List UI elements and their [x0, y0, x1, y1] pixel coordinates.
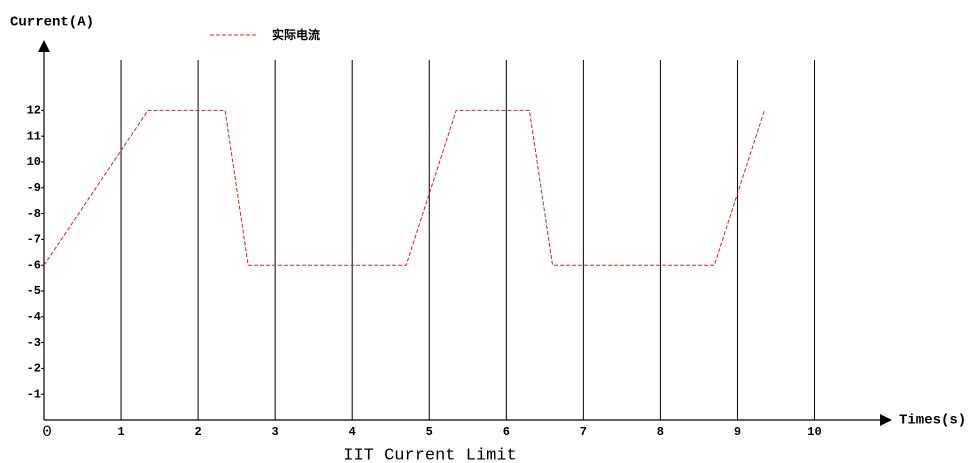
- y-tick-label: -3: [27, 336, 41, 350]
- y-tick-label: -8: [27, 207, 41, 221]
- x-tick-label: 9: [734, 425, 741, 439]
- y-tick-label: 11: [27, 129, 41, 143]
- y-axis-arrow: [38, 40, 50, 52]
- x-tick-label: 3: [272, 425, 279, 439]
- x-axis-arrow: [880, 414, 892, 426]
- x-tick-label: 5: [426, 425, 433, 439]
- y-tick-label: 12: [27, 104, 41, 118]
- legend-label: 实际电流: [272, 27, 320, 43]
- x-tick-label: 10: [807, 425, 821, 439]
- y-tick-label: -1: [27, 387, 41, 401]
- y-axis-label: Current(A): [10, 15, 94, 31]
- y-tick-label: -7: [27, 233, 41, 247]
- chart-title: IIT Current Limit: [343, 446, 516, 463]
- y-tick-label: 10: [27, 155, 41, 169]
- y-tick-label: -2: [27, 362, 41, 376]
- x-tick-label: 1: [117, 425, 124, 439]
- x-tick-label: 2: [194, 425, 201, 439]
- x-tick-label: 8: [657, 425, 664, 439]
- y-tick-label: -4: [27, 310, 41, 324]
- x-tick-label: 0: [42, 423, 52, 441]
- x-tick-label: 7: [580, 425, 587, 439]
- y-tick-label: -5: [27, 284, 41, 298]
- y-tick-label: -6: [27, 258, 41, 272]
- x-tick-label: 6: [503, 425, 510, 439]
- x-axis-label: Times(s): [899, 413, 966, 429]
- x-tick-label: 4: [349, 425, 356, 439]
- y-tick-label: -9: [27, 181, 41, 195]
- data-line: [43, 109, 765, 266]
